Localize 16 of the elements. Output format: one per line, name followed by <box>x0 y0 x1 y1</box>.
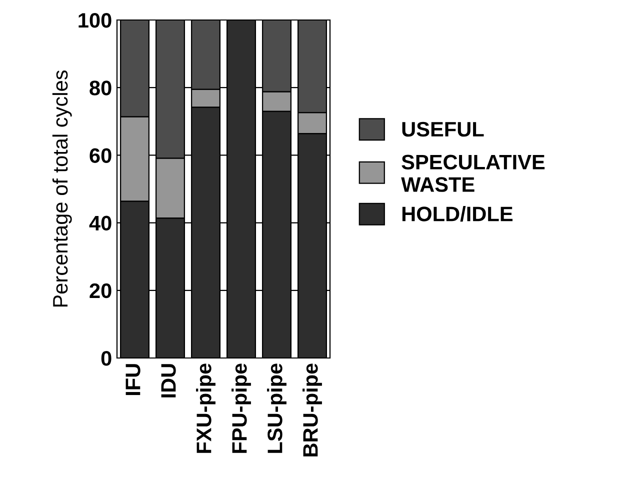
x-tick-label: IDU <box>161 364 176 398</box>
x-tick-label: FPU-pipe <box>232 364 251 453</box>
y-tick-label: 20 <box>90 283 112 298</box>
legend-label: USEFUL <box>402 122 484 137</box>
y-tick-label: 100 <box>78 13 112 28</box>
y-tick-label: 60 <box>90 148 112 163</box>
y-tick-label: 40 <box>89 216 112 231</box>
x-tick-label: IFU <box>126 364 140 396</box>
x-tick-label: FXU-pipe <box>196 364 216 453</box>
y-tick-label: 80 <box>90 80 112 96</box>
y-tick-label: 0 <box>101 351 112 366</box>
legend-label: SPECULATIVE WASTE <box>401 154 545 192</box>
y-axis-title: Percentage of total cycles <box>52 70 72 307</box>
x-tick-label: LSU-pipe <box>267 364 286 453</box>
legend-label: HOLD/IDLE <box>402 206 513 222</box>
x-tick-label: BRU-pipe <box>302 364 322 456</box>
